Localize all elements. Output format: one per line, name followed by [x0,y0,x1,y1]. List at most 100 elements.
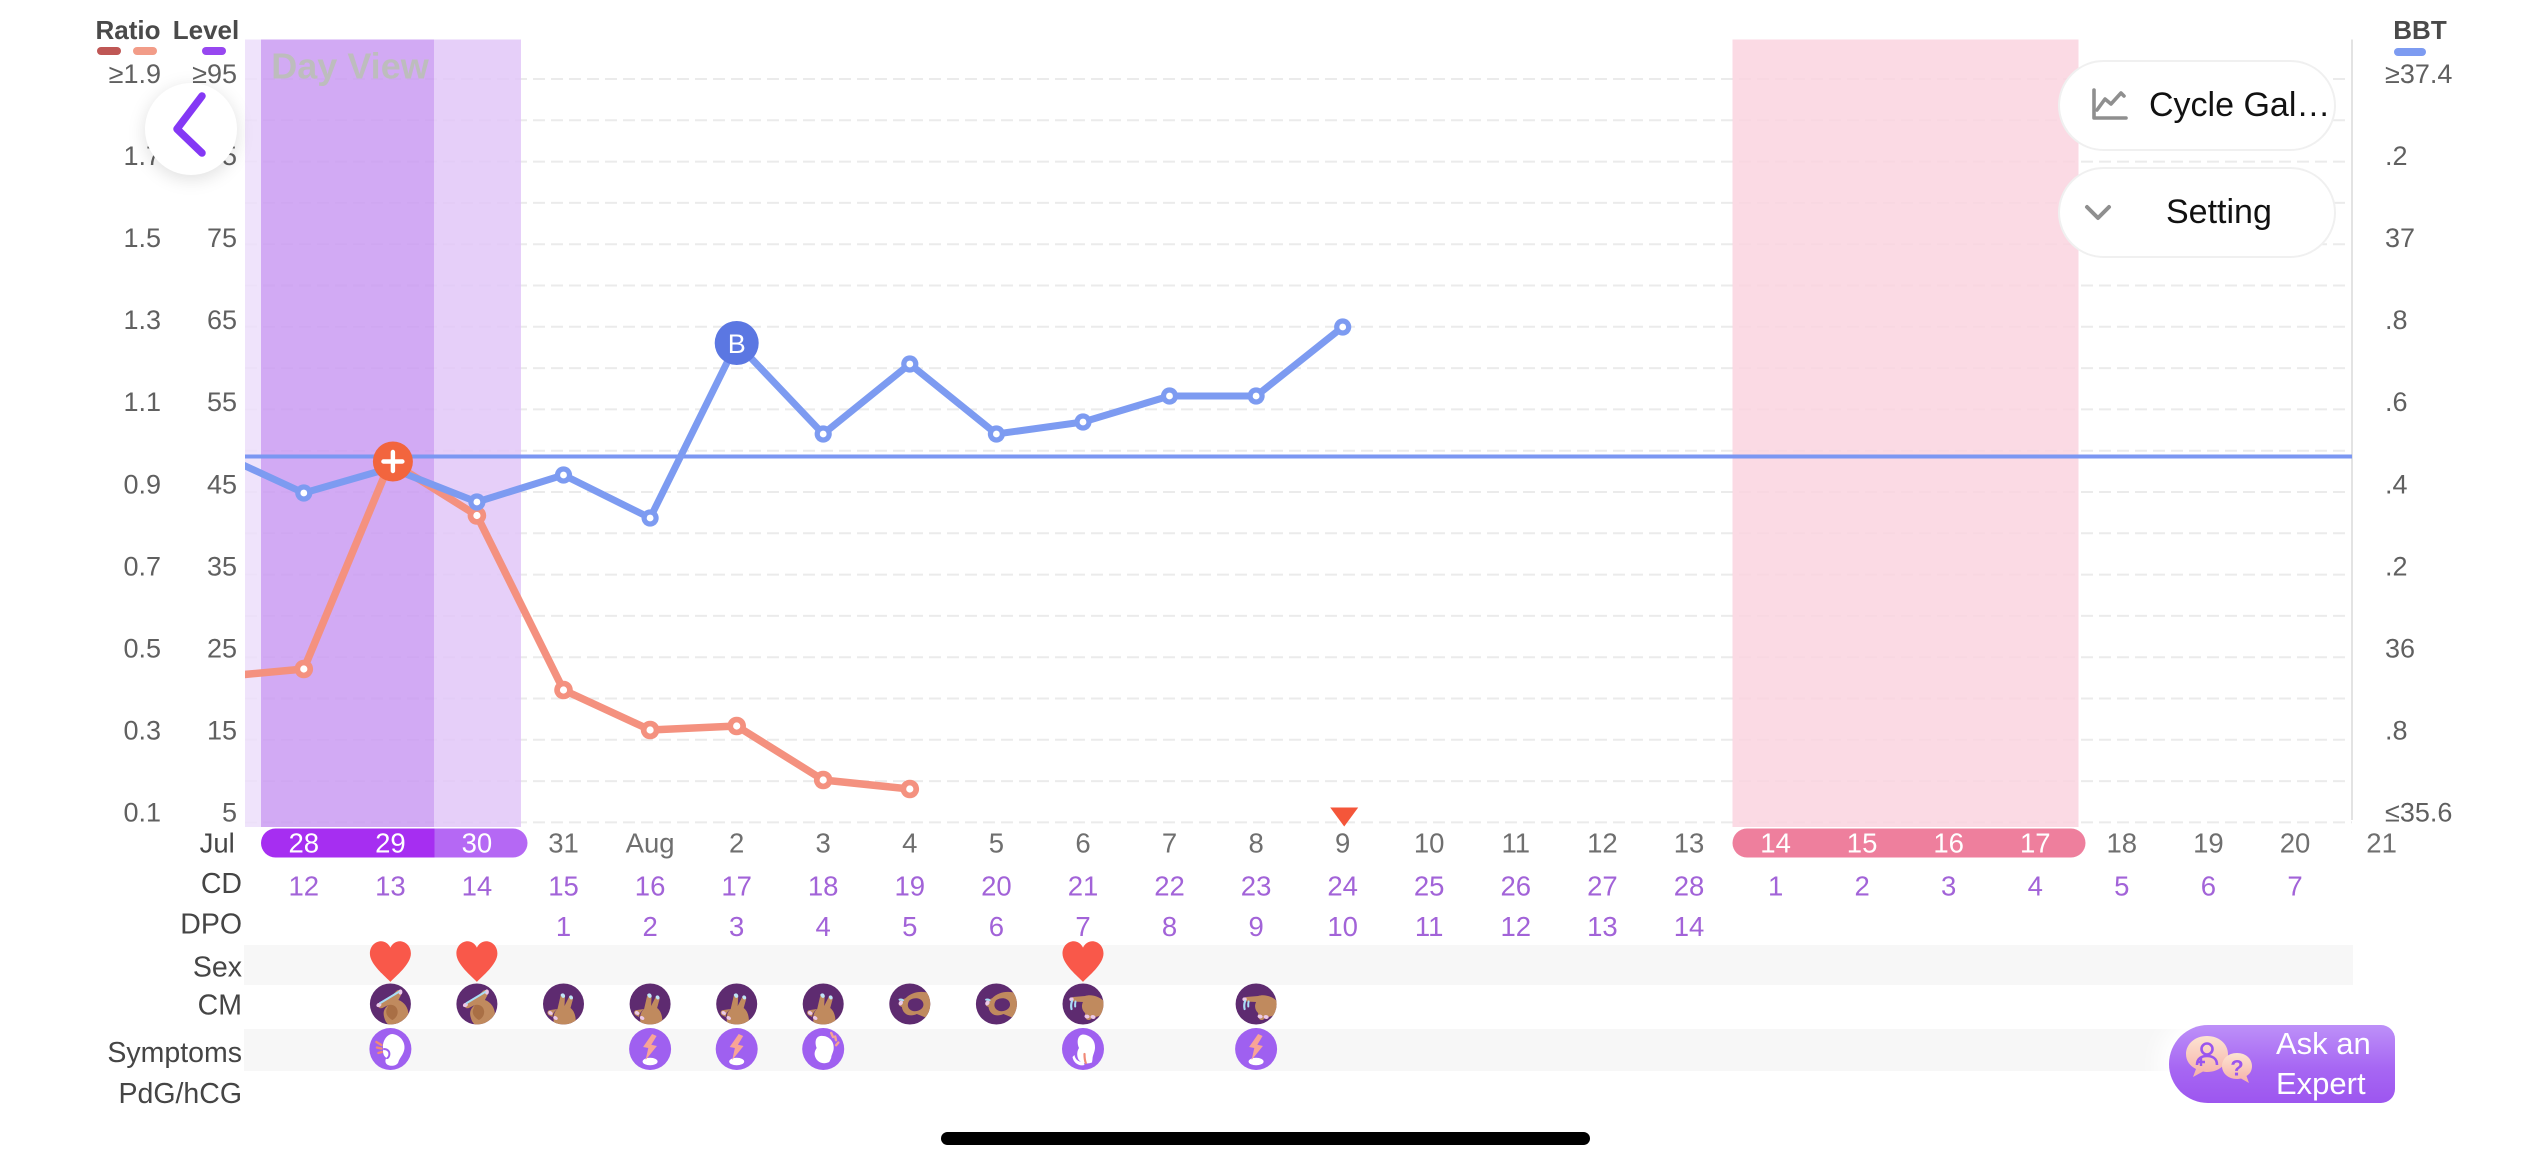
svg-text:0.5: 0.5 [123,633,161,663]
svg-text:4: 4 [902,828,917,859]
svg-text:4: 4 [2028,871,2043,902]
svg-text:0.1: 0.1 [123,798,161,828]
svg-text:15: 15 [1847,828,1878,859]
svg-text:35: 35 [207,551,237,581]
svg-text:.6: .6 [2385,387,2408,417]
svg-text:7: 7 [1075,911,1090,942]
svg-text:Ratio: Ratio [96,15,161,45]
svg-text:26: 26 [1501,871,1532,902]
svg-text:DPO: DPO [180,909,242,941]
svg-text:16: 16 [635,871,666,902]
svg-text:1: 1 [556,911,571,942]
svg-text:27: 27 [1587,871,1618,902]
svg-text:15: 15 [207,716,237,746]
svg-text:B: B [728,329,746,359]
svg-text:Level: Level [173,15,240,45]
svg-text:65: 65 [207,305,237,335]
svg-text:24: 24 [1327,871,1358,902]
svg-text:29: 29 [375,828,406,859]
svg-text:18: 18 [2107,828,2138,859]
svg-text:21: 21 [1068,871,1099,902]
svg-text:55: 55 [207,387,237,417]
svg-text:2: 2 [642,911,657,942]
svg-text:6: 6 [989,911,1004,942]
svg-text:.4: .4 [2385,469,2408,499]
svg-text:12: 12 [1587,828,1618,859]
svg-text:≥1.9: ≥1.9 [109,59,161,89]
svg-text:31: 31 [548,828,579,859]
svg-text:11: 11 [1502,828,1531,859]
svg-text:28: 28 [289,828,320,859]
svg-text:PdG/hCG: PdG/hCG [118,1078,242,1110]
svg-text:0.3: 0.3 [123,716,161,746]
svg-text:0.7: 0.7 [123,551,161,581]
svg-text:8: 8 [1248,828,1263,859]
svg-text:15: 15 [548,871,579,902]
svg-text:37: 37 [2385,223,2415,253]
svg-text:22: 22 [1154,871,1185,902]
svg-text:3: 3 [729,911,744,942]
svg-text:13: 13 [1587,911,1618,942]
svg-text:3: 3 [816,828,831,859]
svg-text:6: 6 [1075,828,1090,859]
svg-text:4: 4 [816,911,831,942]
svg-text:13: 13 [375,871,406,902]
svg-text:9: 9 [1248,911,1263,942]
svg-text:21: 21 [2366,828,2397,859]
svg-text:1.1: 1.1 [123,387,161,417]
svg-text:Sex: Sex [193,952,242,984]
svg-text:Day View: Day View [271,46,429,87]
svg-text:14: 14 [1760,828,1791,859]
svg-text:.8: .8 [2385,716,2408,746]
svg-text:BBT: BBT [2393,15,2447,45]
svg-text:Symptoms: Symptoms [107,1037,242,1069]
svg-text:28: 28 [1674,871,1705,902]
svg-text:20: 20 [2280,828,2311,859]
svg-text:1.5: 1.5 [123,223,161,253]
svg-text:7: 7 [2287,871,2302,902]
svg-text:5: 5 [902,911,917,942]
svg-text:19: 19 [2193,828,2224,859]
svg-text:Jul: Jul [200,828,235,859]
svg-text:≤35.6: ≤35.6 [2385,798,2452,828]
svg-text:14: 14 [1674,911,1705,942]
svg-text:6: 6 [2201,871,2216,902]
svg-text:20: 20 [981,871,1012,902]
svg-text:45: 45 [207,469,237,499]
svg-text:1: 1 [1768,871,1783,902]
svg-text:75: 75 [207,223,237,253]
svg-text:5: 5 [222,798,237,828]
svg-text:10: 10 [1327,911,1358,942]
svg-text:18: 18 [808,871,839,902]
svg-text:9: 9 [1335,828,1350,859]
svg-text:25: 25 [1414,871,1445,902]
svg-text:3: 3 [1941,871,1956,902]
svg-text:1.3: 1.3 [123,305,161,335]
svg-text:5: 5 [989,828,1004,859]
svg-text:CD: CD [201,868,242,900]
svg-text:?: ? [2230,1056,2243,1081]
svg-text:12: 12 [289,871,320,902]
svg-text:≥37.4: ≥37.4 [2385,59,2452,89]
svg-text:.8: .8 [2385,305,2408,335]
svg-text:7: 7 [1162,828,1177,859]
svg-text:13: 13 [1674,828,1705,859]
svg-text:Aug: Aug [626,828,675,859]
svg-text:2: 2 [729,828,744,859]
svg-text:0.9: 0.9 [123,469,161,499]
svg-text:.2: .2 [2385,141,2408,171]
svg-text:CM: CM [198,990,242,1022]
svg-text:16: 16 [1933,828,1964,859]
svg-text:.2: .2 [2385,551,2408,581]
svg-text:36: 36 [2385,633,2415,663]
svg-text:25: 25 [207,633,237,663]
svg-text:5: 5 [2114,871,2129,902]
svg-text:17: 17 [2020,828,2051,859]
svg-text:14: 14 [462,871,493,902]
svg-text:2: 2 [1854,871,1869,902]
svg-text:23: 23 [1241,871,1272,902]
svg-text:12: 12 [1501,911,1532,942]
svg-text:10: 10 [1414,828,1445,859]
svg-text:8: 8 [1162,911,1177,942]
svg-text:30: 30 [462,828,493,859]
